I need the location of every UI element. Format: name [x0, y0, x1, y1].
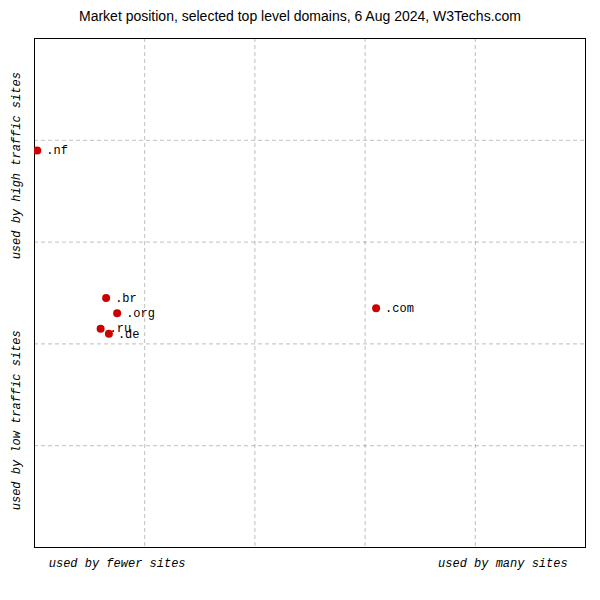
svg-text:.com: .com: [385, 302, 414, 316]
svg-text:used by low traffic sites: used by low traffic sites: [10, 330, 24, 510]
svg-text:.org: .org: [126, 307, 155, 321]
svg-text:.nf: .nf: [46, 144, 68, 158]
svg-text:.de: .de: [118, 328, 140, 342]
svg-text:used by many sites: used by many sites: [438, 557, 568, 571]
svg-text:used by fewer sites: used by fewer sites: [49, 557, 186, 571]
html-text:Market position, selected top: Market position, selected top level doma…: [79, 8, 521, 24]
svg-text:used by high traffic sites: used by high traffic sites: [10, 72, 24, 259]
svg-text:.br: .br: [115, 292, 137, 306]
